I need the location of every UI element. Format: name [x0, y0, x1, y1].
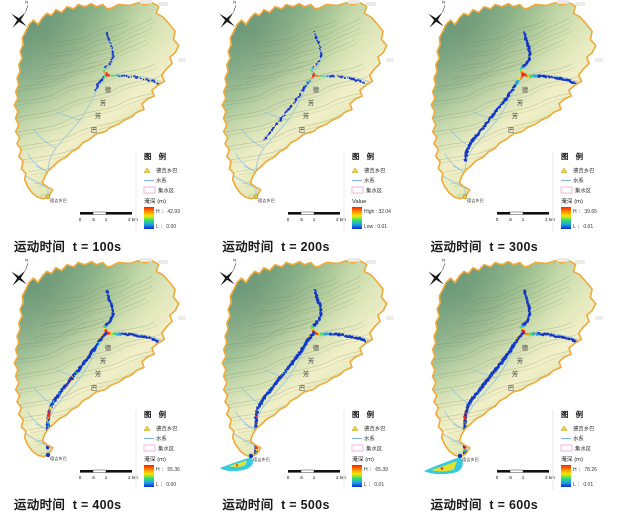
svg-text:H ： 55.36: H ： 55.36: [156, 467, 180, 473]
svg-text:淹深 (m): 淹深 (m): [352, 455, 374, 463]
svg-text:0: 0: [495, 475, 498, 480]
svg-text:.5: .5: [299, 217, 303, 222]
svg-text:集水区: 集水区: [575, 187, 592, 195]
svg-text:巴: 巴: [507, 384, 514, 392]
svg-text:图 例: 图 例: [561, 410, 586, 419]
svg-text:L ： 0.00: L ： 0.00: [156, 224, 176, 230]
svg-text:德吉乡巴: 德吉乡巴: [50, 455, 67, 462]
svg-text:1: 1: [105, 217, 108, 222]
svg-text:水系: 水系: [364, 434, 375, 442]
svg-text:芳: 芳: [511, 369, 518, 378]
svg-text:德: 德: [313, 85, 320, 94]
svg-text:集水区: 集水区: [158, 444, 175, 452]
svg-text:图 例: 图 例: [144, 152, 169, 161]
svg-text:淹深 (m): 淹深 (m): [561, 197, 583, 205]
svg-text:L ： 0.01: L ： 0.01: [573, 224, 593, 230]
svg-text:0: 0: [79, 475, 82, 480]
svg-text:集水区: 集水区: [575, 444, 592, 452]
svg-text:1: 1: [521, 217, 524, 222]
svg-text:芳: 芳: [516, 98, 523, 107]
svg-text:.5: .5: [508, 475, 512, 480]
svg-text:图 例: 图 例: [352, 410, 377, 419]
svg-text:H ： 78.26: H ： 78.26: [573, 467, 597, 473]
svg-text:.5: .5: [91, 475, 95, 480]
svg-text:集水区: 集水区: [366, 187, 383, 195]
svg-text:2 km: 2 km: [336, 217, 346, 222]
svg-text:图 例: 图 例: [561, 152, 586, 161]
svg-text:集水区: 集水区: [158, 187, 175, 195]
svg-text:图 例: 图 例: [144, 410, 169, 419]
svg-text:图 例: 图 例: [352, 152, 377, 161]
svg-text:淹深 (m): 淹深 (m): [561, 455, 583, 463]
svg-text:2 km: 2 km: [336, 475, 346, 480]
svg-text:2 km: 2 km: [545, 475, 555, 480]
svg-text:德吉乡巴: 德吉乡巴: [50, 197, 67, 204]
svg-text:德: 德: [313, 343, 320, 352]
svg-text:德吉乡巴: 德吉乡巴: [364, 167, 386, 175]
svg-text:芳: 芳: [516, 356, 523, 365]
svg-text:芳: 芳: [303, 369, 310, 378]
svg-text:Value: Value: [352, 199, 366, 205]
svg-text:芳: 芳: [308, 356, 315, 365]
svg-text:德吉乡巴: 德吉乡巴: [573, 424, 595, 432]
svg-text:芳: 芳: [100, 98, 107, 107]
svg-text:德: 德: [521, 343, 528, 352]
svg-text:1: 1: [521, 475, 524, 480]
svg-text:High : 32.04: High : 32.04: [364, 209, 391, 215]
svg-text:芳: 芳: [95, 111, 102, 120]
svg-text:德吉乡巴: 德吉乡巴: [156, 167, 178, 175]
svg-text:德吉乡巴: 德吉乡巴: [364, 424, 386, 432]
svg-text:芳: 芳: [511, 111, 518, 120]
svg-text:巴: 巴: [299, 126, 306, 134]
svg-text:0: 0: [79, 217, 82, 222]
svg-text:巴: 巴: [91, 126, 98, 134]
svg-text:淹深 (m): 淹深 (m): [144, 455, 166, 463]
svg-text:1: 1: [313, 475, 316, 480]
svg-text:德吉乡巴: 德吉乡巴: [573, 167, 595, 175]
svg-text:德吉乡巴: 德吉乡巴: [462, 456, 479, 463]
svg-text:水系: 水系: [573, 434, 584, 442]
svg-text:1: 1: [105, 475, 108, 480]
svg-text:L ： 0.01: L ： 0.01: [364, 482, 384, 488]
svg-text:.5: .5: [299, 475, 303, 480]
svg-text:德: 德: [105, 85, 112, 94]
svg-text:芳: 芳: [95, 369, 102, 378]
svg-text:H ： 39.65: H ： 39.65: [573, 209, 597, 215]
svg-text:德吉乡巴: 德吉乡巴: [156, 424, 178, 432]
svg-text:德: 德: [521, 85, 528, 94]
svg-text:0: 0: [495, 217, 498, 222]
svg-text:.5: .5: [91, 217, 95, 222]
svg-text:2 km: 2 km: [128, 217, 138, 222]
svg-text:H ： 65.39: H ： 65.39: [364, 467, 388, 473]
svg-text:H ： 42.93: H ： 42.93: [156, 209, 180, 215]
svg-text:水系: 水系: [156, 177, 167, 185]
svg-text:L ： 0.00: L ： 0.00: [156, 482, 176, 488]
svg-text:德: 德: [105, 343, 112, 352]
svg-text:水系: 水系: [573, 177, 584, 185]
svg-text:.5: .5: [508, 217, 512, 222]
svg-text:Low : 0.01: Low : 0.01: [364, 224, 387, 230]
svg-text:芳: 芳: [308, 98, 315, 107]
svg-text:2 km: 2 km: [545, 217, 555, 222]
svg-text:0: 0: [287, 217, 290, 222]
svg-text:淹深 (m): 淹深 (m): [144, 197, 166, 205]
svg-text:L ： 0.01: L ： 0.01: [573, 482, 593, 488]
svg-text:德吉乡巴: 德吉乡巴: [467, 197, 484, 204]
svg-text:2 km: 2 km: [128, 475, 138, 480]
svg-text:德吉乡巴: 德吉乡巴: [253, 456, 270, 463]
svg-text:水系: 水系: [156, 434, 167, 442]
svg-text:芳: 芳: [100, 356, 107, 365]
svg-text:巴: 巴: [299, 384, 306, 392]
svg-text:德吉乡巴: 德吉乡巴: [258, 197, 275, 204]
svg-text:1: 1: [313, 217, 316, 222]
svg-text:0: 0: [287, 475, 290, 480]
svg-text:芳: 芳: [303, 111, 310, 120]
svg-text:巴: 巴: [91, 384, 98, 392]
svg-text:集水区: 集水区: [366, 444, 383, 452]
svg-text:水系: 水系: [364, 177, 375, 185]
svg-text:巴: 巴: [507, 126, 514, 134]
